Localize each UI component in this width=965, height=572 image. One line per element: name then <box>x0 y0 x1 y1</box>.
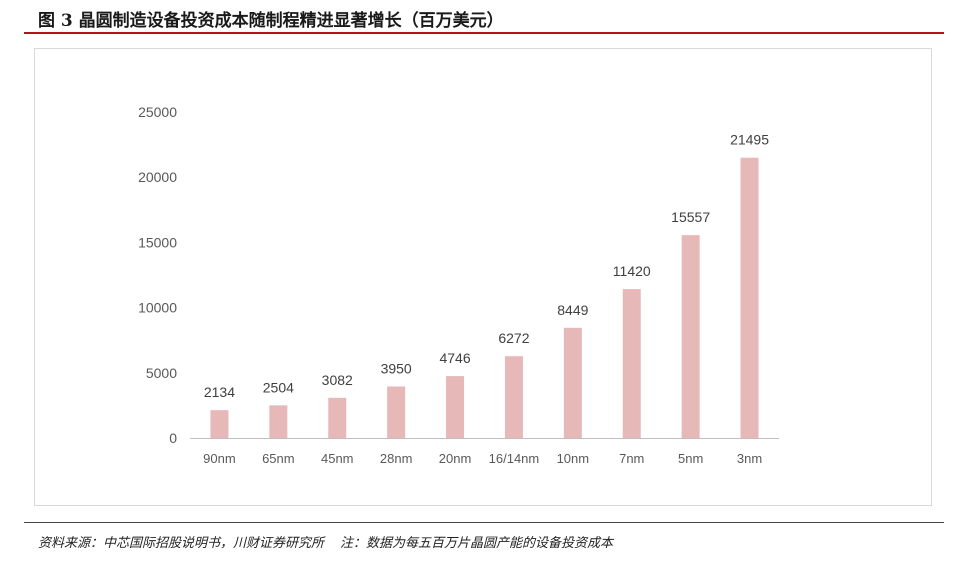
bar <box>563 327 582 438</box>
bar <box>269 405 288 438</box>
y-tick-label: 0 <box>169 430 177 446</box>
source-line: 资料来源：中芯国际招股说明书，川财证券研究所 注：数据为每五百万片晶圆产能的设备投… <box>38 532 613 551</box>
y-tick-label: 25000 <box>138 104 177 120</box>
y-tick-label: 10000 <box>138 300 177 316</box>
note-text: 注：数据为每五百万片晶圆产能的设备投资成本 <box>340 536 614 551</box>
bar <box>446 376 465 438</box>
y-tick-label: 15000 <box>138 234 177 250</box>
x-tick-label: 45nm <box>321 451 354 466</box>
source-text: 资料来源：中芯国际招股说明书，川财证券研究所 <box>38 536 325 551</box>
x-tick-label: 65nm <box>262 451 295 466</box>
data-label: 6272 <box>498 330 529 346</box>
x-tick-label: 16/14nm <box>489 451 540 466</box>
data-label: 4746 <box>439 350 470 366</box>
y-tick-label: 5000 <box>146 365 177 381</box>
y-tick-label: 20000 <box>138 169 177 185</box>
x-tick-label: 3nm <box>737 451 762 466</box>
bar <box>328 397 347 438</box>
title-rule <box>24 32 944 34</box>
bar <box>504 356 523 438</box>
data-label: 2134 <box>204 384 235 400</box>
x-tick-label: 28nm <box>380 451 413 466</box>
x-tick-label: 7nm <box>619 451 644 466</box>
bottom-rule <box>24 522 944 523</box>
bar <box>740 157 759 438</box>
figure-title: 图 3 晶圆制造设备投资成本随制程精进显著增长（百万美元） <box>38 11 504 31</box>
bar <box>210 410 229 438</box>
bar <box>387 386 406 438</box>
chart-frame: 0 5000 10000 15000 20000 25000 2134 90nm 2504 65n… <box>34 48 932 506</box>
data-label: 11420 <box>613 263 651 279</box>
bar <box>681 235 700 438</box>
x-tick-label: 5nm <box>678 451 703 466</box>
bar <box>622 289 641 438</box>
data-label: 8449 <box>557 302 588 318</box>
data-label: 21495 <box>730 132 769 148</box>
x-tick-label: 20nm <box>439 451 472 466</box>
data-label: 3082 <box>322 372 353 388</box>
x-tick-label: 10nm <box>557 451 590 466</box>
data-label: 15557 <box>671 209 710 225</box>
data-label: 2504 <box>263 379 294 395</box>
x-tick-label: 90nm <box>203 451 236 466</box>
data-label: 3950 <box>381 360 412 376</box>
bar-chart: 0 5000 10000 15000 20000 25000 2134 90nm 2504 65n… <box>138 104 779 466</box>
